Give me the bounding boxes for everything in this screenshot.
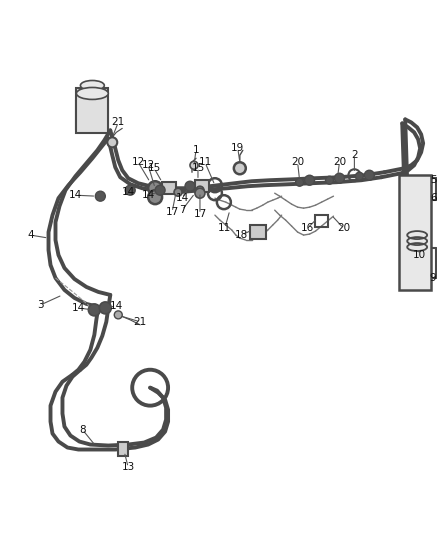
Circle shape xyxy=(114,311,122,319)
Circle shape xyxy=(196,186,204,194)
Text: 4: 4 xyxy=(27,230,34,240)
Bar xyxy=(195,180,209,192)
Text: 3: 3 xyxy=(37,300,44,310)
Text: 11: 11 xyxy=(218,223,232,233)
Circle shape xyxy=(125,185,135,195)
Ellipse shape xyxy=(81,80,104,91)
Text: 20: 20 xyxy=(291,157,304,167)
Circle shape xyxy=(335,173,344,183)
Text: 8: 8 xyxy=(79,425,86,434)
Text: 14: 14 xyxy=(110,301,123,311)
Text: 5: 5 xyxy=(430,175,436,185)
Text: 10: 10 xyxy=(413,250,426,260)
Text: 20: 20 xyxy=(333,157,346,167)
Bar xyxy=(162,182,176,194)
Bar xyxy=(118,441,128,456)
Circle shape xyxy=(148,181,162,195)
Text: 16: 16 xyxy=(301,223,314,233)
Text: 11: 11 xyxy=(198,157,212,167)
Text: 14: 14 xyxy=(69,190,82,200)
Text: 17: 17 xyxy=(166,207,179,217)
Text: 18: 18 xyxy=(235,230,248,240)
Text: 13: 13 xyxy=(122,463,135,472)
Text: 7: 7 xyxy=(179,205,185,215)
Text: 19: 19 xyxy=(231,143,244,154)
Text: 12: 12 xyxy=(141,160,155,170)
Text: 14: 14 xyxy=(141,190,155,200)
Circle shape xyxy=(148,190,162,204)
Text: 14: 14 xyxy=(122,187,135,197)
Text: 15: 15 xyxy=(148,163,161,173)
Circle shape xyxy=(234,162,246,174)
Bar xyxy=(314,215,328,227)
Circle shape xyxy=(99,302,111,314)
Text: 17: 17 xyxy=(193,209,207,219)
Circle shape xyxy=(195,188,205,198)
Text: 21: 21 xyxy=(112,117,125,127)
Text: 15: 15 xyxy=(191,163,205,173)
Text: 14: 14 xyxy=(72,303,85,313)
Text: 1: 1 xyxy=(193,146,199,155)
Text: 21: 21 xyxy=(134,317,147,327)
Circle shape xyxy=(364,170,374,180)
Circle shape xyxy=(174,188,182,196)
Text: 12: 12 xyxy=(131,157,145,167)
Circle shape xyxy=(107,138,117,147)
Bar xyxy=(399,175,431,290)
Bar xyxy=(250,225,266,239)
Text: 6: 6 xyxy=(430,193,436,203)
Text: 2: 2 xyxy=(351,150,358,160)
Circle shape xyxy=(304,175,314,185)
Circle shape xyxy=(296,178,304,186)
Text: 9: 9 xyxy=(430,273,436,283)
Text: 14: 14 xyxy=(175,193,189,203)
Circle shape xyxy=(325,176,333,184)
Text: 20: 20 xyxy=(337,223,350,233)
Bar xyxy=(76,88,108,133)
Circle shape xyxy=(95,191,105,201)
Circle shape xyxy=(355,172,364,180)
Circle shape xyxy=(155,185,165,195)
Circle shape xyxy=(190,161,198,169)
Circle shape xyxy=(88,304,100,316)
Circle shape xyxy=(185,181,195,191)
Ellipse shape xyxy=(76,87,108,100)
